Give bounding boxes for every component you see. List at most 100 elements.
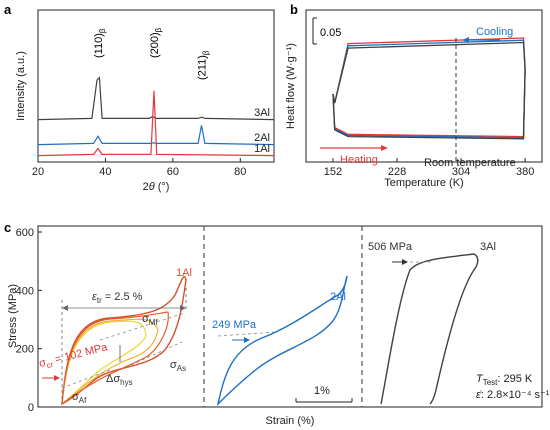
saf-sub: Af: [79, 396, 87, 405]
etr-symbol: ε: [92, 291, 97, 303]
strain-rate-label: ε̇: 2.8×10⁻⁴ s⁻¹: [476, 389, 550, 401]
ttest-value: : 295 K: [497, 373, 533, 385]
curve-1al-inner-2: [61, 320, 147, 405]
label-3al: 3Al: [480, 241, 496, 253]
scr-sub: cr: [46, 360, 55, 370]
dsh-sub: hys: [120, 378, 132, 387]
panel-a-peak-labels: (110)β(200)β(211)β: [93, 27, 211, 80]
a-peak-label: (110)β: [93, 28, 107, 58]
panel-b-xticks: 152 228 304 380: [324, 158, 534, 178]
panel-b-xlabel: Temperature (K): [384, 177, 463, 189]
mpa506-label: 506 MPa: [368, 241, 413, 253]
panel-b-ylabel: Heat flow (W·g⁻¹): [285, 43, 297, 129]
etr-arrow-left: [62, 305, 68, 311]
sas-guide: [119, 341, 183, 371]
panel-c-letter: c: [4, 220, 11, 235]
panel-b-frame: [305, 9, 543, 163]
strain-scale-label: 1%: [314, 385, 330, 397]
label-2al: 2Al: [330, 291, 346, 303]
a-peak-label: (211)β: [197, 50, 211, 80]
b-loop-1: [332, 39, 526, 139]
curve-1al-inner-1: [61, 318, 159, 405]
c-ytick-label: 200: [16, 344, 34, 356]
label-1al: 1Al: [176, 267, 192, 279]
room-temperature-label: Room temperature: [424, 157, 516, 169]
a-peak-label: (200)β: [149, 27, 163, 58]
a-peak-phase: β: [154, 27, 163, 32]
ttest-label: TTest: 295 K: [476, 373, 533, 387]
a-xlabel-part: (°): [155, 181, 170, 193]
panel-c-frame: [37, 225, 543, 408]
panel-a-xlabel: 2θ (°): [143, 181, 170, 193]
scr-value: = 102 MPa: [51, 341, 110, 367]
smf-label: σMf: [142, 313, 158, 327]
ttest-symbol: T: [476, 373, 484, 385]
saf-symbol: σ: [72, 391, 79, 403]
a-xlabel-part: 2: [143, 181, 149, 193]
a-xtick-label: 40: [99, 166, 111, 178]
curve-1al-inner-3: [61, 311, 169, 405]
a-peak-phase: β: [202, 50, 211, 55]
scr-symbol: σ: [38, 357, 48, 370]
mpa249-arrow-head: [244, 337, 250, 343]
ttest-sub: Test: [483, 378, 498, 387]
a-series-3Al: [37, 76, 275, 121]
a-series-1Al: [37, 90, 275, 157]
curve-1al-outer: [61, 276, 187, 406]
heating-arrow-head: [381, 145, 388, 151]
etr-label: εtr = 2.5 %: [92, 291, 143, 305]
smf-symbol: σ: [142, 313, 149, 325]
dsh-label: Δσhys: [106, 373, 133, 387]
b-xtick-label: 228: [388, 166, 406, 178]
panel-a-letter: a: [4, 2, 12, 17]
b-loop-0: [332, 37, 526, 138]
etr-sub: tr: [97, 296, 102, 305]
a-xlabel-theta: θ: [149, 181, 155, 193]
dsh-symbol: Δσ: [106, 373, 120, 385]
curve-3al: [380, 253, 479, 405]
mpa506-arrow-head: [402, 259, 408, 265]
curve-2al: [216, 275, 348, 407]
smf-guide: [99, 312, 186, 341]
sas-label: σAs: [170, 359, 186, 373]
a-xtick-label: 20: [32, 166, 44, 178]
panel-b-scale-label: 0.05: [320, 27, 341, 39]
a-peak-index: (110): [93, 33, 105, 58]
strain-rate-value: : 2.8×10⁻⁴ s⁻¹: [481, 389, 550, 401]
a-xtick-label: 80: [234, 166, 246, 178]
panel-a-ylabel: Intensity (a.u.): [15, 51, 27, 121]
a-series-label-1Al: 1Al: [254, 143, 270, 155]
sas-sub: As: [177, 364, 186, 373]
cooling-arrow-head: [462, 37, 469, 43]
mpa249-label: 249 MPa: [212, 319, 257, 331]
b-xtick-label: 152: [324, 166, 342, 178]
a-series-label-2Al: 2Al: [254, 132, 270, 144]
saf-label: σAf: [72, 391, 87, 405]
cooling-label: Cooling: [476, 26, 513, 38]
a-peak-index: (200): [149, 32, 161, 58]
a-peak-phase: β: [98, 28, 107, 33]
b-xtick-label: 304: [452, 166, 470, 178]
heating-label: Heating: [340, 154, 378, 166]
a-series-label-3Al: 3Al: [254, 107, 270, 119]
mpa249-guide: [217, 331, 277, 337]
panel-a-frame: [37, 9, 275, 163]
a-xtick-label: 60: [167, 166, 179, 178]
etr-value: = 2.5 %: [102, 291, 143, 303]
b-loop-2: [332, 41, 526, 140]
b-xtick-label: 380: [516, 166, 534, 178]
panel-a-xticks: 20 40 60 80: [32, 158, 246, 178]
a-peak-index: (211): [197, 55, 209, 80]
panel-c-xlabel: Strain (%): [266, 415, 315, 427]
curve-1al: [61, 276, 187, 406]
panel-b-loops: [332, 37, 526, 140]
strain-rate-symbol: ε̇: [476, 389, 482, 401]
etr-arrow-right: [180, 305, 186, 311]
smf-sub: Mf: [149, 318, 159, 327]
panel-c-ylabel: Stress (MPa): [7, 284, 19, 348]
c-ytick-label: 400: [16, 285, 34, 297]
panel-c-yticks: 0 200 400 600: [16, 227, 42, 414]
panel-b-letter: b: [290, 2, 298, 17]
